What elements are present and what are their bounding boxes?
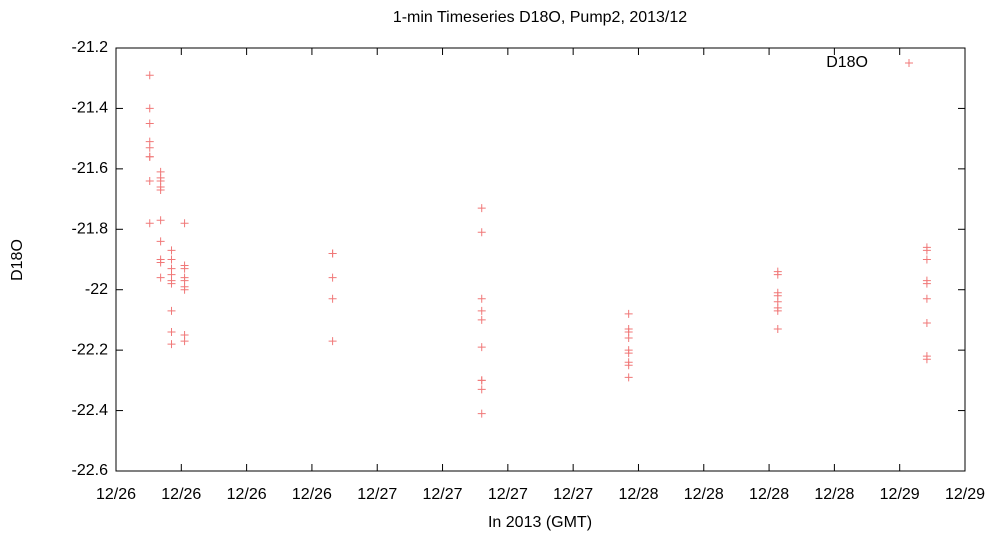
point [922, 255, 931, 264]
point [180, 337, 189, 346]
point [773, 270, 782, 279]
x-axis-label: In 2013 (GMT) [488, 514, 592, 531]
point [477, 204, 486, 213]
point [328, 249, 337, 258]
point [922, 279, 931, 288]
x-tick-label: 12/28 [618, 486, 658, 503]
point [773, 324, 782, 333]
point [624, 334, 633, 343]
point [167, 246, 176, 255]
y-axis-label: D18O [9, 239, 26, 281]
point [180, 285, 189, 294]
point [145, 152, 154, 161]
x-tick-label: 12/28 [814, 486, 854, 503]
x-tick-label: 12/28 [749, 486, 789, 503]
point [477, 376, 486, 385]
x-tick-label: 12/26 [96, 486, 136, 503]
y-tick-label: -21.8 [72, 221, 109, 238]
point [167, 306, 176, 315]
legend-marker [905, 59, 913, 67]
x-tick-label: 12/26 [292, 486, 332, 503]
point [167, 328, 176, 337]
point [922, 294, 931, 303]
point [477, 306, 486, 315]
x-tick-label: 12/26 [227, 486, 267, 503]
point [624, 361, 633, 370]
x-tick-label: 12/27 [357, 486, 397, 503]
point [145, 143, 154, 152]
y-tick-label: -22.6 [72, 462, 109, 479]
x-tick-label: 12/29 [945, 486, 985, 503]
chart-title: 1-min Timeseries D18O, Pump2, 2013/12 [393, 9, 687, 26]
point [477, 385, 486, 394]
point [156, 258, 165, 267]
point [328, 337, 337, 346]
y-tick-label: -22 [85, 281, 108, 298]
point [922, 246, 931, 255]
x-tick-label: 12/29 [880, 486, 920, 503]
point [156, 237, 165, 246]
point [328, 294, 337, 303]
point [156, 186, 165, 195]
x-tick-label: 12/27 [488, 486, 528, 503]
point [156, 273, 165, 282]
point [180, 219, 189, 228]
point [145, 219, 154, 228]
point [180, 264, 189, 273]
point [773, 306, 782, 315]
point [477, 343, 486, 352]
point [328, 273, 337, 282]
point [167, 340, 176, 349]
point [145, 119, 154, 128]
point [624, 349, 633, 358]
point [167, 279, 176, 288]
point [477, 228, 486, 237]
x-tick-label: 12/28 [684, 486, 724, 503]
point [477, 409, 486, 418]
legend-label: D18O [826, 54, 868, 71]
point [922, 318, 931, 327]
point [156, 216, 165, 225]
y-tick-label: -22.2 [72, 341, 109, 358]
point [145, 176, 154, 185]
x-tick-label: 12/27 [423, 486, 463, 503]
point [145, 104, 154, 113]
point [477, 315, 486, 324]
point [145, 71, 154, 80]
point [922, 355, 931, 364]
y-tick-label: -21.6 [72, 160, 109, 177]
y-tick-label: -22.4 [72, 402, 109, 419]
x-tick-label: 12/27 [553, 486, 593, 503]
plot-frame [115, 47, 966, 472]
y-tick-label: -21.4 [72, 100, 109, 117]
point [624, 309, 633, 318]
point [624, 373, 633, 382]
x-tick-label: 12/26 [161, 486, 201, 503]
point [167, 255, 176, 264]
point [477, 294, 486, 303]
y-tick-label: -21.2 [72, 39, 109, 56]
